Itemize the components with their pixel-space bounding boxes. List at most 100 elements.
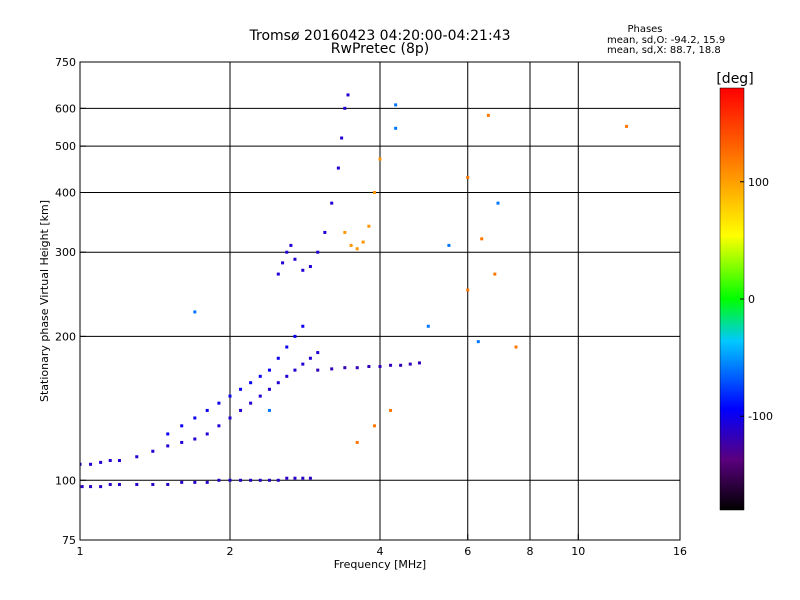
data-point bbox=[239, 408, 243, 412]
data-point bbox=[293, 368, 297, 372]
data-point bbox=[316, 368, 320, 372]
data-point bbox=[340, 136, 344, 140]
data-point bbox=[267, 387, 271, 391]
data-point bbox=[316, 351, 320, 355]
x-tick-label: 8 bbox=[527, 545, 534, 558]
data-point bbox=[330, 201, 334, 205]
data-point bbox=[480, 237, 484, 241]
data-point bbox=[135, 455, 139, 459]
data-point bbox=[466, 288, 470, 292]
data-point bbox=[267, 368, 271, 372]
data-point bbox=[180, 480, 184, 484]
series-f-layer-x-trace bbox=[343, 157, 382, 251]
chart-title: Tromsø 20160423 04:20:00-04:21:43 bbox=[249, 28, 511, 44]
data-point bbox=[193, 310, 197, 314]
colorbar-label: [deg] bbox=[716, 71, 753, 87]
data-point bbox=[249, 381, 253, 385]
x-axis-label: Frequency [MHz] bbox=[334, 558, 426, 571]
data-point bbox=[343, 230, 347, 234]
y-tick-label: 200 bbox=[55, 330, 76, 343]
data-point bbox=[249, 401, 253, 405]
data-point bbox=[330, 367, 334, 371]
data-point bbox=[117, 482, 121, 486]
data-point bbox=[496, 201, 500, 205]
data-point bbox=[249, 478, 253, 482]
series-scattered-echoes-o- bbox=[193, 103, 500, 412]
data-point bbox=[89, 485, 93, 489]
data-point bbox=[289, 243, 293, 247]
data-point bbox=[293, 334, 297, 338]
colorbar-tick-label: -100 bbox=[748, 410, 773, 423]
data-point bbox=[373, 190, 377, 194]
y-tick-label: 100 bbox=[55, 474, 76, 487]
data-point bbox=[308, 356, 312, 360]
colorbar-tick-label: 100 bbox=[748, 176, 769, 189]
grid-lines bbox=[80, 62, 680, 540]
data-point bbox=[343, 366, 347, 370]
series-spread-band bbox=[166, 324, 305, 436]
data-point bbox=[205, 408, 209, 412]
chart-subtitle: RwPretec (8p) bbox=[331, 41, 429, 57]
data-point bbox=[193, 480, 197, 484]
data-point bbox=[417, 361, 421, 365]
data-point bbox=[217, 424, 221, 428]
colorbar-ticks: 100 0 -100 bbox=[740, 176, 773, 423]
data-point bbox=[293, 476, 297, 480]
data-point bbox=[389, 408, 393, 412]
data-point bbox=[285, 476, 289, 480]
y-tick-label: 75 bbox=[62, 534, 76, 547]
data-point bbox=[239, 387, 243, 391]
y-tick-label: 750 bbox=[55, 56, 76, 69]
data-point bbox=[346, 93, 350, 97]
data-point bbox=[99, 460, 103, 464]
data-point bbox=[301, 362, 305, 366]
y-tick-label: 600 bbox=[55, 102, 76, 115]
data-point bbox=[447, 243, 451, 247]
data-point bbox=[285, 250, 289, 254]
data-point bbox=[343, 106, 347, 110]
data-point bbox=[514, 345, 518, 349]
data-point bbox=[276, 356, 280, 360]
data-point bbox=[193, 437, 197, 441]
data-point bbox=[276, 381, 280, 385]
data-point bbox=[308, 476, 312, 480]
data-point bbox=[117, 458, 121, 462]
data-point bbox=[355, 366, 359, 370]
data-point bbox=[285, 374, 289, 378]
series-f-layer-o-trace bbox=[276, 93, 350, 276]
data-point bbox=[476, 340, 480, 344]
data-point bbox=[408, 362, 412, 366]
data-point bbox=[267, 478, 271, 482]
data-point bbox=[276, 272, 280, 276]
data-point bbox=[258, 394, 262, 398]
data-point bbox=[166, 482, 170, 486]
data-point bbox=[135, 482, 139, 486]
data-point bbox=[180, 424, 184, 428]
series-sporadic-layer bbox=[316, 361, 421, 372]
data-point bbox=[394, 126, 398, 130]
data-point bbox=[281, 261, 285, 265]
series-scattered-echoes bbox=[355, 113, 629, 444]
data-point bbox=[426, 324, 430, 328]
data-point bbox=[217, 478, 221, 482]
data-point bbox=[308, 265, 312, 269]
data-point bbox=[239, 478, 243, 482]
data-point bbox=[80, 462, 82, 466]
data-point bbox=[361, 240, 365, 244]
y-tick-label: 400 bbox=[55, 186, 76, 199]
data-point bbox=[193, 416, 197, 420]
data-point bbox=[217, 401, 221, 405]
y-tick-label: 300 bbox=[55, 246, 76, 259]
x-tick-label: 16 bbox=[673, 545, 687, 558]
data-point bbox=[205, 480, 209, 484]
data-point bbox=[228, 394, 232, 398]
data-point bbox=[355, 440, 359, 444]
data-point bbox=[99, 485, 103, 489]
data-point bbox=[80, 485, 84, 489]
data-point bbox=[355, 247, 359, 251]
data-point bbox=[89, 462, 93, 466]
data-point bbox=[228, 416, 232, 420]
data-point bbox=[108, 482, 112, 486]
data-point bbox=[108, 458, 112, 462]
data-point bbox=[349, 243, 353, 247]
